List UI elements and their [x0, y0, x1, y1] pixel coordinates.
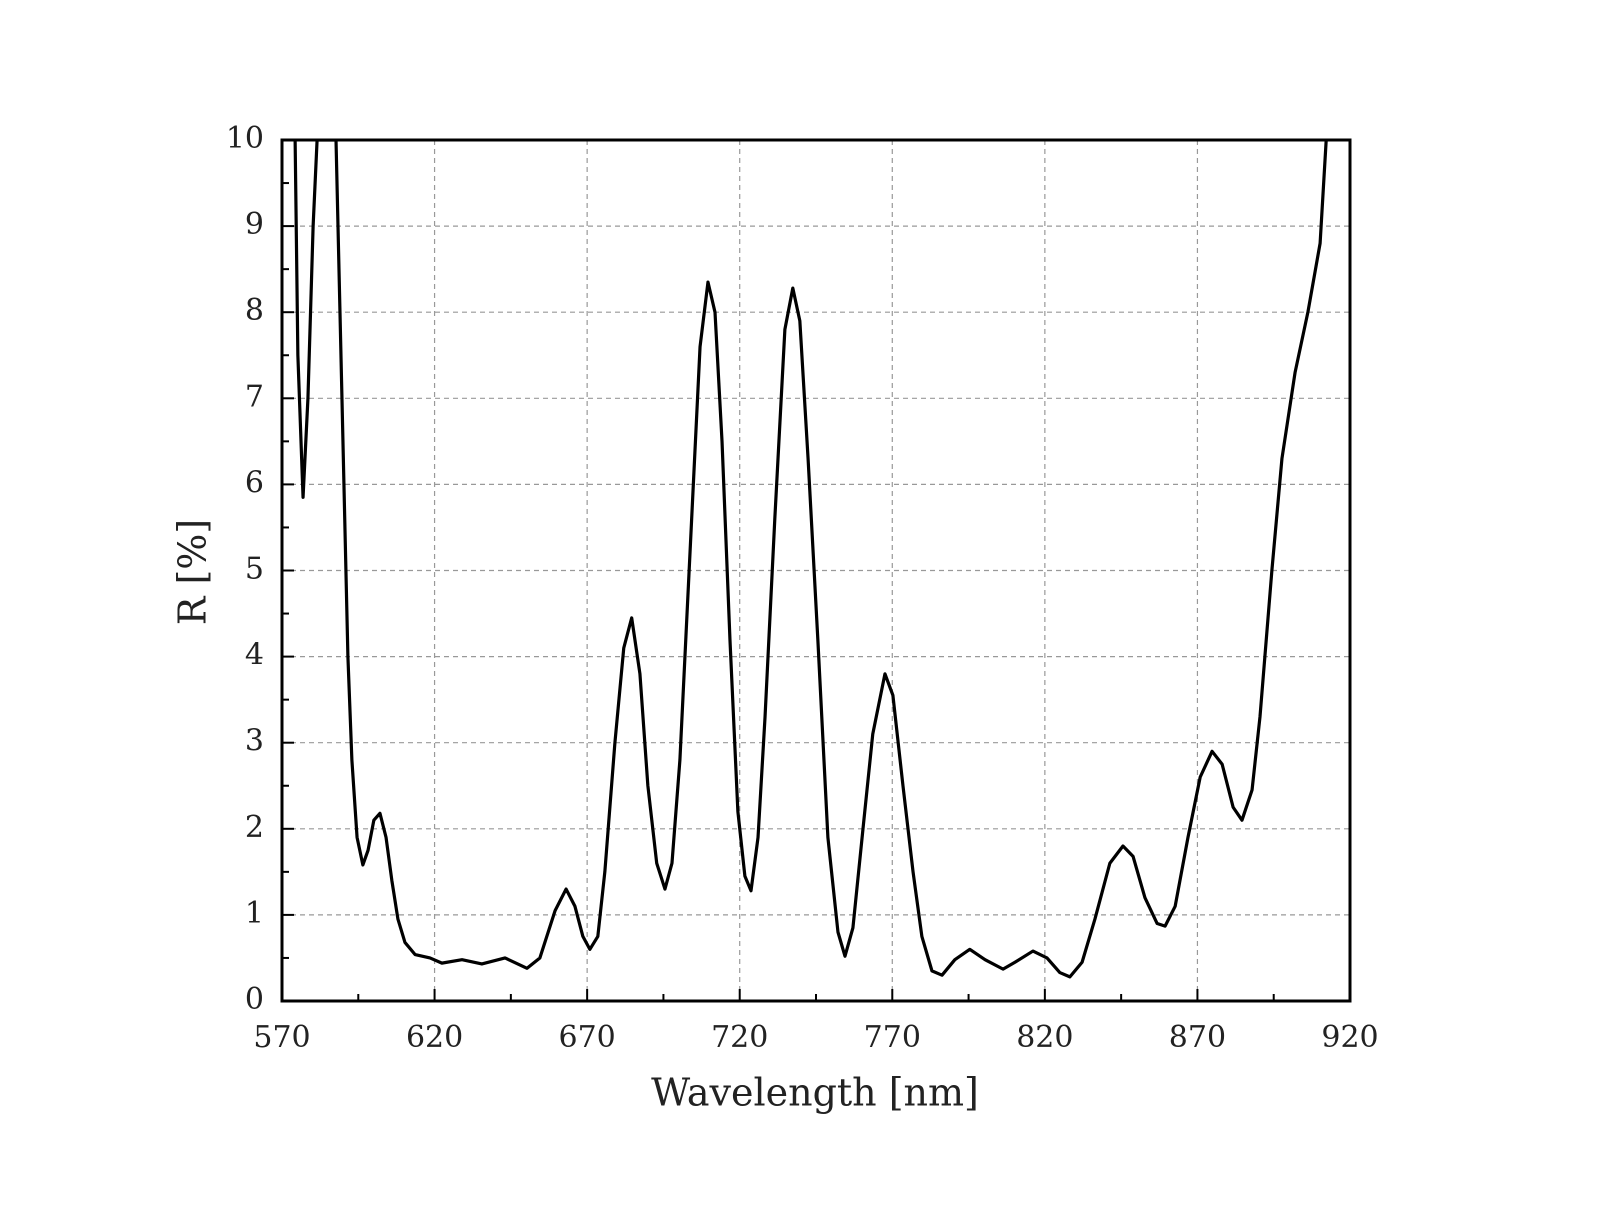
y-tick-label: 4: [245, 638, 264, 673]
x-axis-title: Wavelength [nm]: [651, 1071, 979, 1115]
x-tick-label: 670: [559, 1020, 616, 1055]
x-tick-label: 870: [1169, 1020, 1226, 1055]
x-tick-label: 620: [406, 1020, 463, 1055]
ticks: 570 620 670 720 770 820 870 920 0 1 2 3 4 5 6 7 8 9 10: [226, 121, 1379, 1055]
y-tick-label: 5: [245, 552, 264, 587]
y-tick-label: 2: [245, 810, 264, 845]
y-tick-label: 1: [245, 896, 264, 931]
plot: [293, 140, 1328, 979]
y-tick-label: 10: [226, 121, 264, 156]
data-line: [293, 140, 1328, 979]
x-tick-label: 570: [253, 1020, 310, 1055]
x-tick-label: 920: [1321, 1020, 1378, 1055]
y-tick-label: 9: [245, 207, 264, 242]
y-tick-label: 8: [245, 293, 264, 328]
y-tick-label: 7: [245, 379, 264, 414]
y-tick-label: 6: [245, 465, 264, 500]
y-tick-label: 3: [245, 724, 264, 759]
grid: [281, 139, 1351, 1002]
x-tick-label: 770: [864, 1020, 921, 1055]
y-tick-label: 0: [245, 982, 264, 1017]
y-axis-title: R [%]: [171, 519, 215, 625]
x-tick-label: 720: [711, 1020, 768, 1055]
x-tick-label: 820: [1016, 1020, 1073, 1055]
